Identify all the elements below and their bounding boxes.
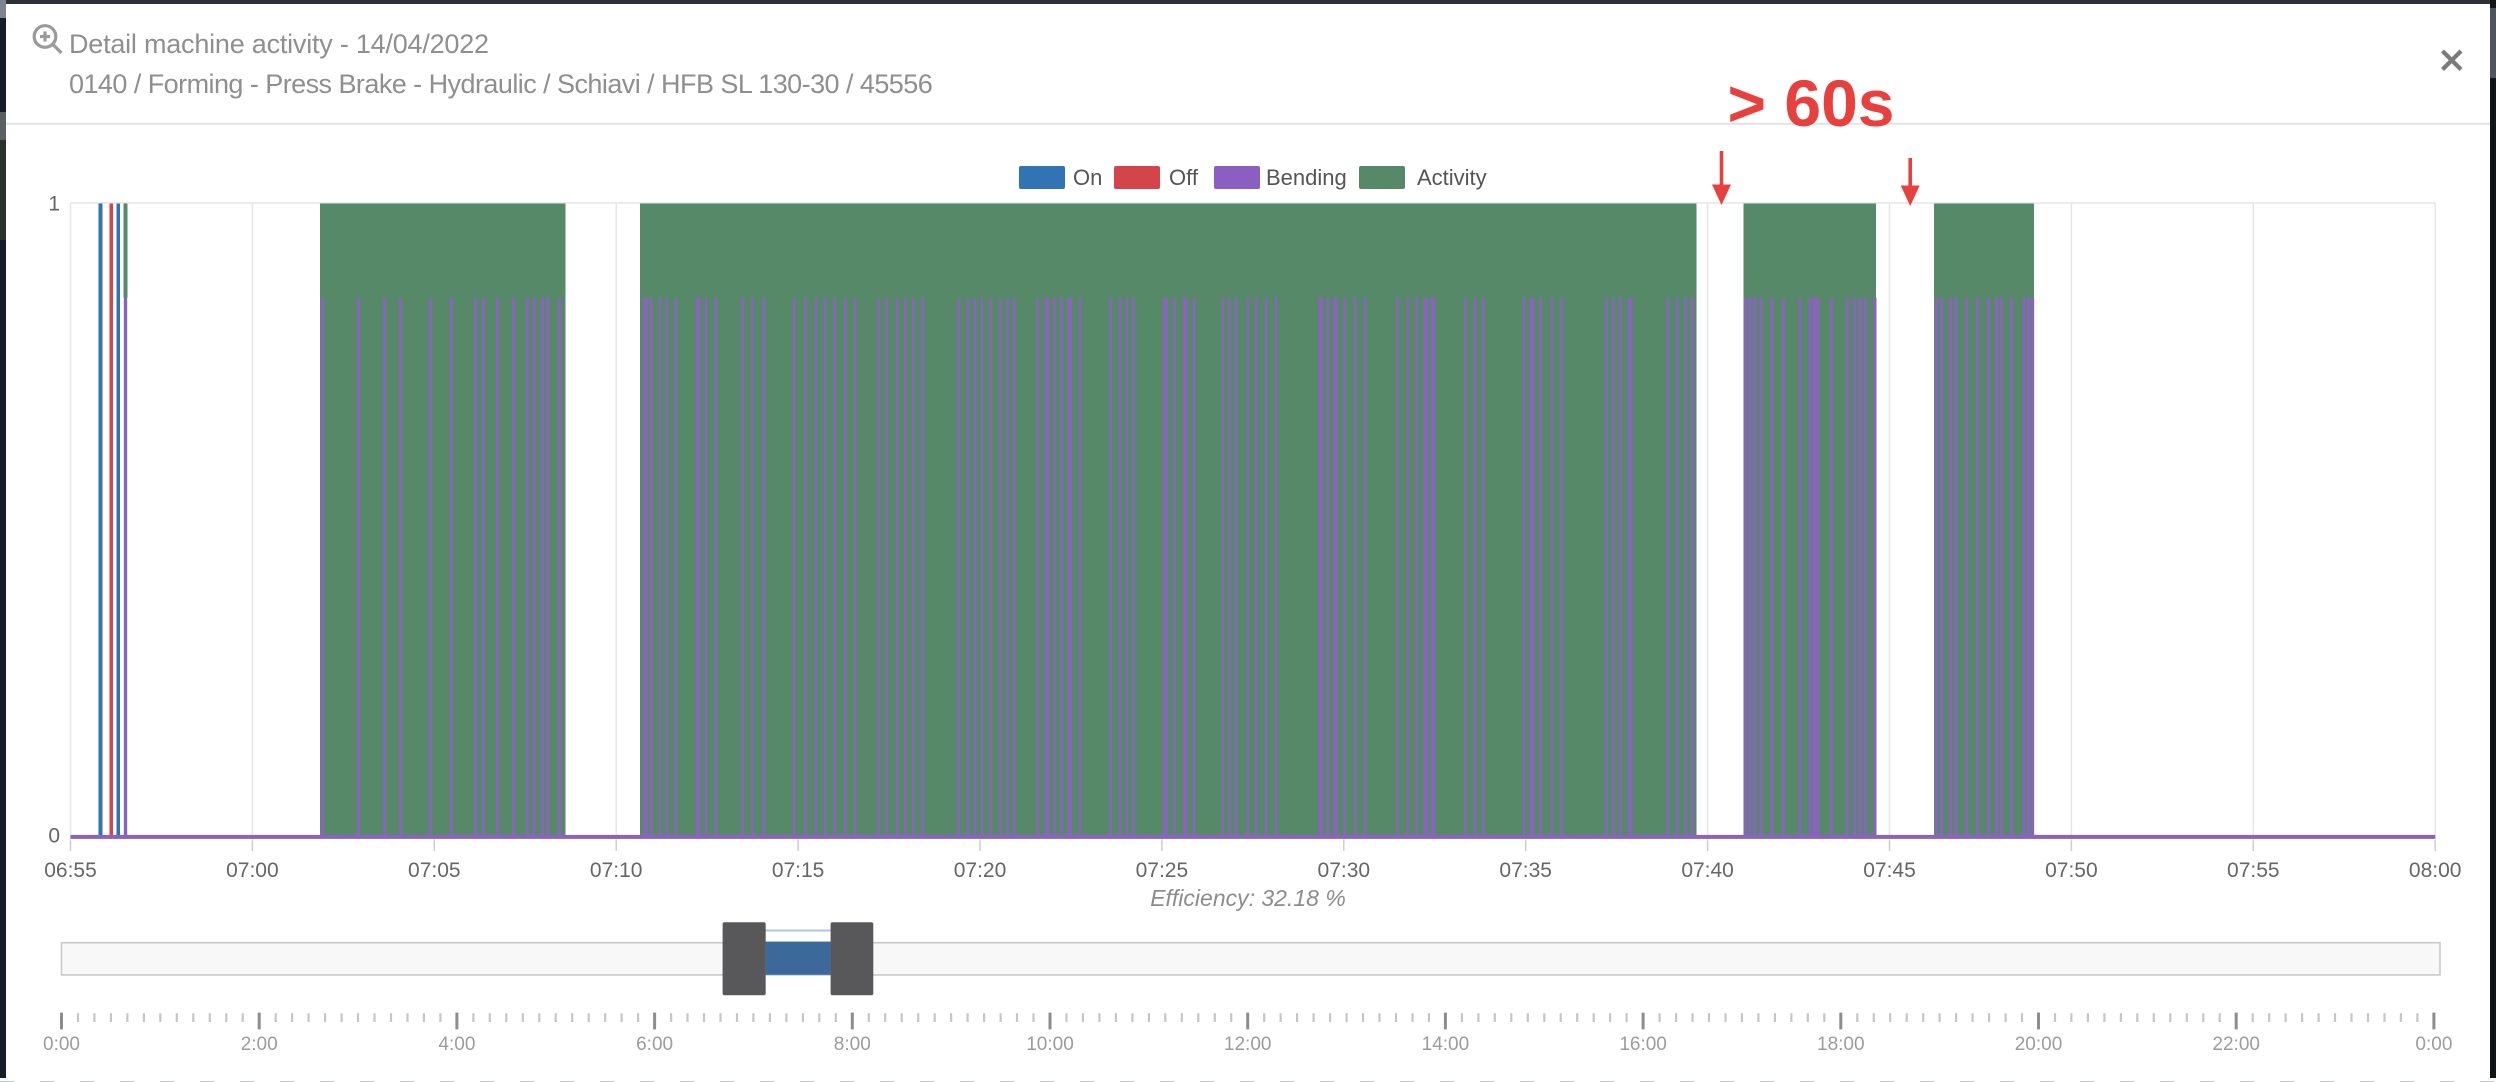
svg-text:On: On — [1073, 165, 1102, 190]
svg-text:Bending: Bending — [1266, 165, 1347, 190]
svg-text:08:00: 08:00 — [2409, 859, 2462, 882]
svg-text:07:00: 07:00 — [226, 859, 279, 882]
svg-text:07:20: 07:20 — [954, 859, 1007, 882]
svg-text:07:25: 07:25 — [1136, 859, 1189, 882]
svg-text:07:50: 07:50 — [2045, 859, 2098, 882]
svg-text:0:00: 0:00 — [43, 1034, 80, 1055]
svg-text:07:55: 07:55 — [2227, 859, 2280, 882]
svg-text:1: 1 — [48, 193, 60, 216]
svg-text:07:05: 07:05 — [408, 859, 461, 882]
svg-text:06:55: 06:55 — [44, 859, 97, 882]
svg-text:4:00: 4:00 — [438, 1034, 475, 1055]
svg-text:07:10: 07:10 — [590, 859, 643, 882]
svg-text:10:00: 10:00 — [1026, 1034, 1074, 1055]
svg-text:18:00: 18:00 — [1817, 1034, 1865, 1055]
svg-text:20:00: 20:00 — [2015, 1034, 2063, 1055]
svg-text:07:45: 07:45 — [1863, 859, 1916, 882]
svg-text:14:00: 14:00 — [1422, 1034, 1470, 1055]
svg-text:07:40: 07:40 — [1681, 859, 1734, 882]
svg-text:22:00: 22:00 — [2212, 1034, 2260, 1055]
svg-text:0:00: 0:00 — [2415, 1034, 2452, 1055]
svg-text:07:35: 07:35 — [1499, 859, 1552, 882]
svg-text:Efficiency: 32.18 %: Efficiency: 32.18 % — [1150, 885, 1346, 911]
svg-text:Off: Off — [1169, 165, 1199, 190]
svg-text:Activity: Activity — [1417, 165, 1487, 190]
svg-text:> 60s: > 60s — [1728, 66, 1895, 140]
svg-text:16:00: 16:00 — [1619, 1034, 1667, 1055]
svg-text:0: 0 — [48, 825, 60, 848]
svg-text:07:15: 07:15 — [772, 859, 825, 882]
svg-text:07:30: 07:30 — [1318, 859, 1371, 882]
svg-text:12:00: 12:00 — [1224, 1034, 1272, 1055]
svg-text:2:00: 2:00 — [241, 1034, 278, 1055]
svg-text:8:00: 8:00 — [834, 1034, 871, 1055]
svg-text:6:00: 6:00 — [636, 1034, 673, 1055]
